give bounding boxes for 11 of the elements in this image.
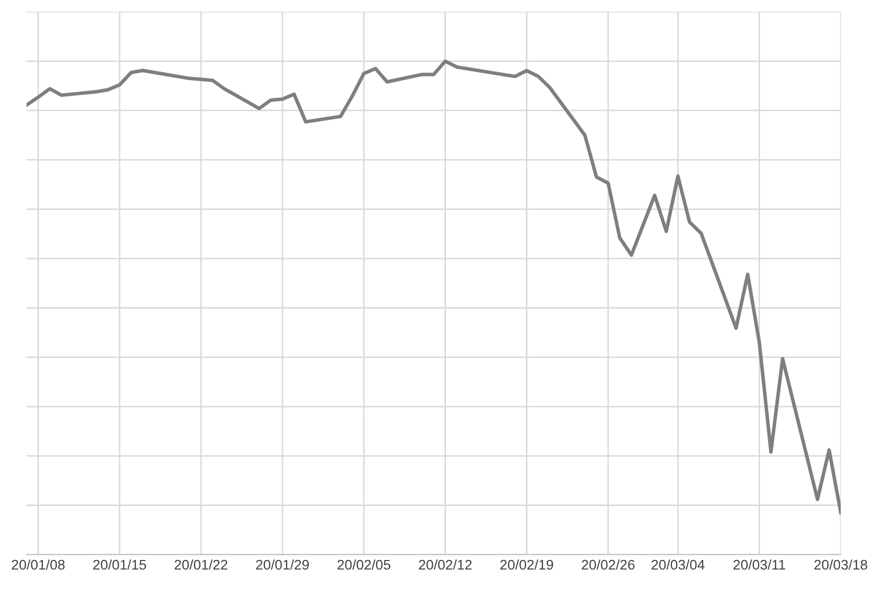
x-tick-label: 20/01/15 bbox=[93, 559, 146, 570]
x-tick-label: 20/03/11 bbox=[734, 559, 786, 570]
x-tick-label: 20/01/22 bbox=[174, 559, 228, 570]
x-tick-label: 20/01/29 bbox=[256, 559, 309, 570]
x-tick-label: 20/02/19 bbox=[500, 559, 554, 570]
x-tick-label: 20/03/04 bbox=[652, 559, 705, 570]
x-tick-label: 20/03/18 bbox=[814, 559, 868, 570]
x-tick-label: 20/01/08 bbox=[12, 559, 65, 570]
x-tick-label: 20/02/26 bbox=[582, 559, 635, 570]
x-tick-label: 20/02/05 bbox=[338, 559, 390, 570]
x-tick-label: 20/02/12 bbox=[418, 559, 472, 570]
